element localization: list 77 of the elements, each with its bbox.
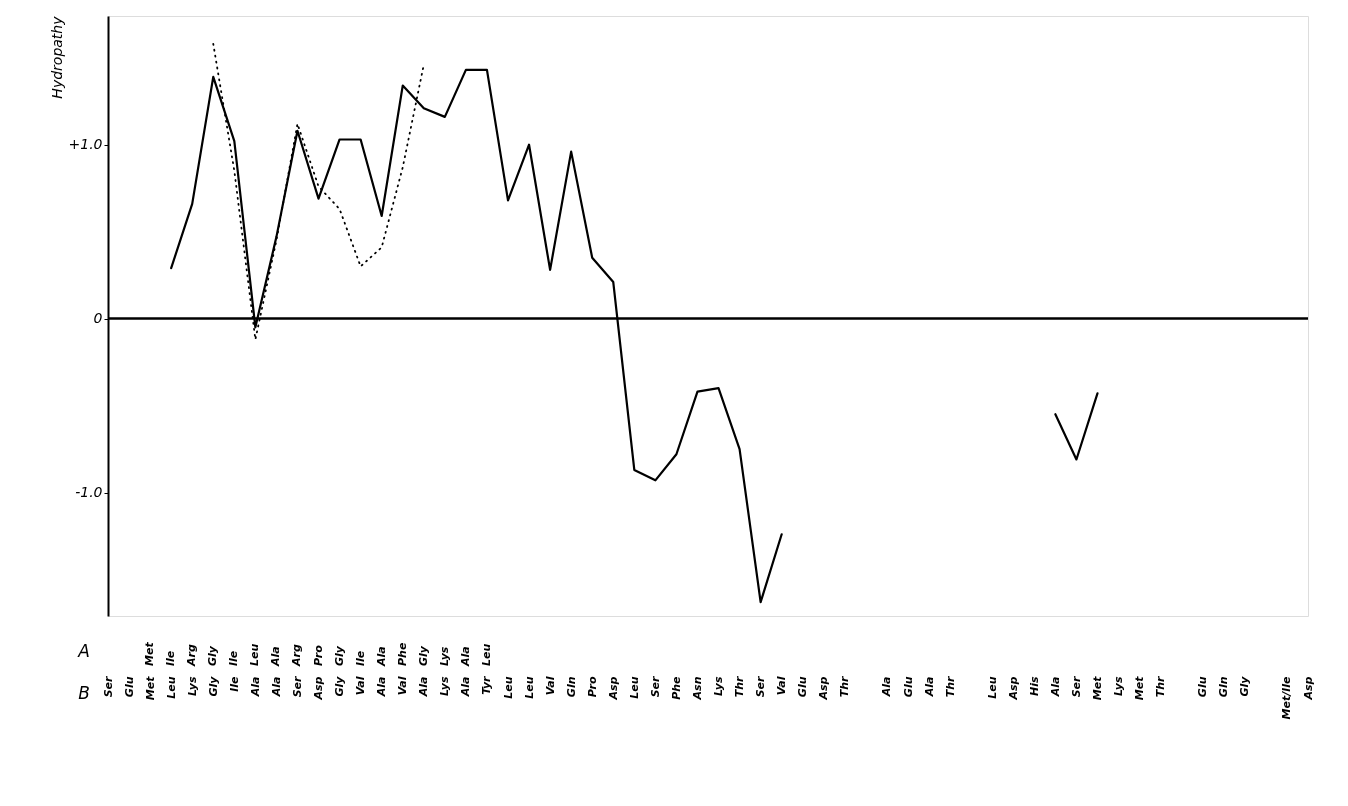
x-tick-label: Leu: [627, 676, 641, 699]
x-axis-title: B: [78, 683, 90, 703]
x-tick-label: Leu: [164, 676, 178, 699]
x-tick-label: Ala: [417, 676, 431, 698]
x-tick-label: Gly: [333, 675, 347, 697]
x-tick-label: Gly: [206, 675, 220, 697]
x-tick-label: Tyr: [480, 675, 494, 695]
x-tick-label: Asn: [690, 676, 704, 701]
x-tick-label: Val: [354, 676, 368, 696]
x-tick-label: Thr: [1154, 675, 1168, 698]
text: Leu: [248, 643, 262, 666]
x-tick-label: Glu: [122, 676, 136, 698]
x-tick-label: Met: [1133, 675, 1147, 701]
x-tick-label: Lys: [438, 676, 452, 696]
x-tick-label: Asp: [312, 676, 326, 701]
x-tick-label: Lys: [712, 676, 726, 696]
x-tick-label: Thr: [733, 675, 747, 698]
x-tick-label: Lys: [1112, 676, 1126, 696]
x-tick-label: Ala: [880, 676, 894, 698]
x-tick-label: Ala: [922, 676, 936, 698]
x-tick-label: Ala: [1048, 676, 1062, 698]
x-tick-label: Asp: [1006, 676, 1020, 701]
x-tick-label: Lys: [185, 676, 199, 696]
x-tick-label: Ala: [248, 676, 262, 698]
x-tick-label: Asp: [817, 676, 831, 701]
text: Leu: [479, 643, 493, 666]
text: Ala: [458, 646, 472, 667]
x-tick-label: Ile: [227, 675, 241, 692]
x-tick-label: Val: [543, 676, 557, 696]
x-tick-label: Ser: [754, 675, 768, 698]
x-tick-label: Met: [143, 675, 157, 701]
x-tick-label: Ser: [648, 675, 662, 698]
x-tick-label: Glu: [796, 676, 810, 698]
x-tick-label: Leu: [985, 676, 999, 699]
text: Arg: [185, 644, 199, 667]
y-axis-title: Hydropathy: [48, 15, 65, 99]
text: Ile: [227, 650, 241, 666]
x-tick-label: Asp: [606, 676, 620, 701]
text: Arg: [290, 644, 304, 667]
x-tick-label: Val: [775, 676, 789, 696]
x-tick-label: Thr: [943, 675, 957, 698]
x-tick-label: Asp: [1301, 676, 1315, 701]
x-tick-label: Ala: [375, 676, 389, 698]
x-tick-label: Gln: [564, 676, 578, 698]
x-tick-label: Ala: [269, 676, 283, 698]
x-tick-label: Phe: [669, 675, 683, 700]
x-tick-label: Val: [396, 676, 410, 696]
x-tick-label: Thr: [838, 675, 852, 698]
text: Met: [143, 641, 157, 666]
text: Gly: [416, 645, 430, 666]
y-tick-label: -1.0: [75, 484, 103, 501]
text: Ile: [353, 650, 367, 666]
x-tick-label: Ser: [101, 675, 115, 698]
text: Ala: [374, 646, 388, 667]
text: Phe: [395, 642, 409, 666]
x-tick-label: Ala: [459, 676, 473, 698]
x-tick-label: Leu: [501, 676, 515, 699]
text: Ala: [269, 646, 283, 667]
x-tick-label: His: [1027, 676, 1041, 697]
x-tick-label: Ser: [290, 675, 304, 698]
x-tick-label: Met: [1090, 675, 1104, 701]
text: Gly: [332, 645, 346, 666]
y-tick-label: 0: [93, 310, 103, 327]
text: Pro: [311, 644, 325, 666]
x-tick-label: Met/Ile: [1280, 675, 1294, 720]
text: Lys: [437, 646, 451, 666]
x-tick-label: Glu: [901, 676, 915, 698]
x-tick-label: Glu: [1196, 676, 1210, 698]
x-tick-label: Gln: [1217, 676, 1231, 698]
text: Gly: [206, 645, 220, 666]
x-tick-label: Leu: [522, 676, 536, 699]
x-tick-label: Pro: [585, 676, 599, 698]
x2-axis-title: A: [77, 641, 90, 661]
y-tick-label: +1.0: [68, 136, 103, 153]
x-tick-label: Ser: [1069, 675, 1083, 698]
x-tick-label: Gly: [1238, 675, 1252, 697]
text: Ile: [164, 650, 178, 666]
